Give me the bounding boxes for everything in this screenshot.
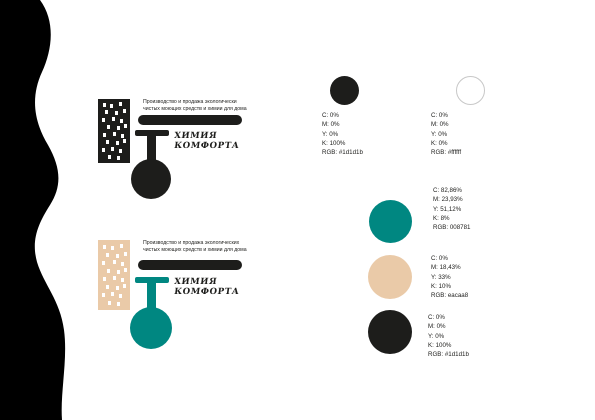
spec-c: C: 0% xyxy=(322,112,339,119)
logo-pattern-squares xyxy=(102,244,127,306)
logo-monochrome-brand-line2: КОМФОРТА xyxy=(173,141,240,151)
spec-beige: C: 0% M: 18,43% Y: 33% K: 10% RGB: eacaa… xyxy=(431,254,468,300)
logo-color-tagline: Производство и продажа экологических чис… xyxy=(143,240,247,253)
logo-pattern-block xyxy=(98,240,130,310)
logo-monochrome-brand-line1: ХИМИЯ xyxy=(173,131,218,141)
swatch-black xyxy=(330,76,359,105)
spec-rgb: RGB: 008781 xyxy=(433,224,471,232)
spec-black: C: 0% M: 0% Y: 0% K: 100% RGB: #1d1d1b xyxy=(322,111,363,157)
spec-rgb: RGB: #1d1d1b xyxy=(322,149,363,157)
swatch-white xyxy=(456,76,485,105)
spec-m: M: 0% xyxy=(431,121,449,129)
logo-color-brand-line2: КОМФОРТА xyxy=(173,287,240,297)
logo-pattern-squares xyxy=(102,102,127,160)
spec-y: Y: 0% xyxy=(322,130,339,138)
logo-bar xyxy=(138,260,242,270)
logo-monochrome-tagline: Производство и продажа экологически чист… xyxy=(143,99,247,112)
spec-c: C: 82,86% xyxy=(433,187,462,194)
spec-y: Y: 33% xyxy=(431,273,451,281)
spec-m: M: 18,43% xyxy=(431,264,461,272)
spec-rgb: RGB: #1d1d1b xyxy=(428,351,469,359)
logo-flask-top xyxy=(135,130,169,136)
spec-k: K: 100% xyxy=(322,139,346,147)
swatch-teal xyxy=(369,200,412,243)
swatch-black-bottom xyxy=(368,310,412,354)
spec-c: C: 0% xyxy=(431,112,448,119)
wave-path xyxy=(0,0,66,420)
logo-flask-neck xyxy=(147,282,156,318)
logo-flask-top xyxy=(135,277,169,283)
logo-pattern-block xyxy=(98,99,130,163)
logo-bar xyxy=(138,115,242,125)
spec-k: K: 0% xyxy=(431,139,448,147)
spec-rgb: RGB: #ffffff xyxy=(431,149,462,157)
logo-flask-bulb xyxy=(130,307,172,349)
swatch-beige xyxy=(368,255,412,299)
spec-m: M: 0% xyxy=(322,121,340,129)
spec-c: C: 0% xyxy=(428,314,445,321)
spec-teal: C: 82,86% M: 23,93% Y: 51,12% K: 8% RGB:… xyxy=(433,186,471,232)
spec-black-bottom: C: 0% M: 0% Y: 0% K: 100% RGB: #1d1d1b xyxy=(428,313,469,359)
logo-flask-bulb xyxy=(131,159,171,199)
spec-c: C: 0% xyxy=(431,255,448,262)
spec-m: M: 0% xyxy=(428,323,446,331)
spec-white: C: 0% M: 0% Y: 0% K: 0% RGB: #ffffff xyxy=(431,111,461,157)
spec-y: Y: 0% xyxy=(428,332,445,340)
spec-y: Y: 51,12% xyxy=(433,205,462,213)
spec-rgb: RGB: eacaa8 xyxy=(431,292,469,300)
spec-y: Y: 0% xyxy=(431,130,448,138)
logo-monochrome xyxy=(98,99,242,199)
logo-color-brand-line1: ХИМИЯ xyxy=(173,277,218,287)
spec-m: M: 23,93% xyxy=(433,196,463,204)
spec-k: K: 8% xyxy=(433,214,450,222)
spec-k: K: 100% xyxy=(428,341,452,349)
logo-color xyxy=(98,240,242,349)
logo-flask-neck xyxy=(147,135,156,171)
spec-k: K: 10% xyxy=(431,282,451,290)
